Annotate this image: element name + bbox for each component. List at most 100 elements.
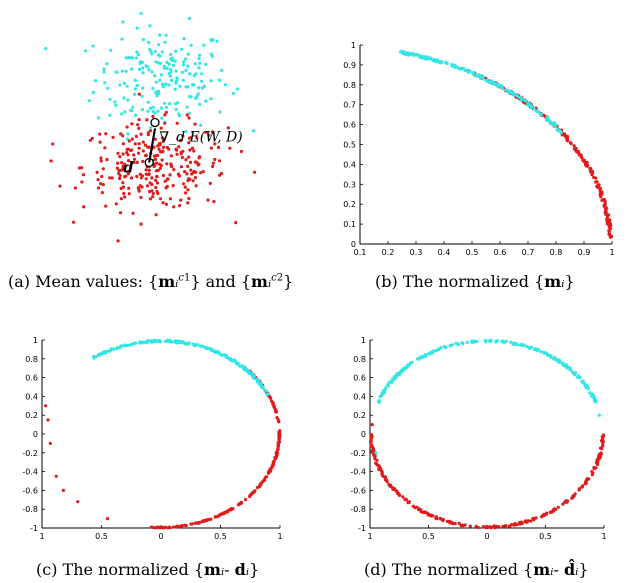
point-c2: [141, 159, 145, 163]
point-c1: [114, 103, 118, 107]
point-c2: [590, 473, 594, 477]
point-c2: [488, 525, 492, 529]
point-c1: [149, 340, 153, 344]
point-c1: [553, 122, 557, 126]
point-c2: [401, 495, 405, 499]
point-c2: [100, 174, 104, 179]
point-c1: [556, 128, 561, 132]
point-c2: [277, 432, 281, 436]
point-c2: [504, 524, 508, 528]
point-c1: [102, 67, 106, 71]
point-c2: [136, 123, 140, 127]
point-c2: [184, 523, 188, 528]
point-c1: [135, 26, 139, 30]
point-c2: [138, 184, 142, 188]
point-c1: [121, 20, 125, 24]
point-c2: [571, 494, 575, 498]
point-c2: [594, 180, 598, 184]
point-c1: [133, 92, 137, 96]
point-c2: [82, 205, 86, 209]
point-c1: [429, 57, 433, 61]
point-c2: [125, 125, 129, 129]
point-c2: [101, 167, 105, 171]
point-c1: [150, 70, 154, 74]
point-c1: [209, 38, 213, 42]
point-c1: [181, 78, 185, 82]
point-c1: [160, 82, 165, 86]
point-c2: [118, 211, 123, 215]
point-c2: [195, 161, 199, 165]
point-c1: [135, 50, 139, 54]
point-c2: [116, 151, 120, 155]
point-c1: [461, 66, 465, 70]
point-c1: [164, 33, 168, 37]
point-c1: [145, 340, 149, 345]
point-c2: [377, 467, 381, 471]
point-c1: [525, 345, 529, 349]
point-c2: [147, 168, 151, 172]
point-c2: [96, 186, 100, 190]
x-tick-label: 1: [601, 532, 606, 541]
point-c1: [559, 129, 563, 133]
point-c2: [54, 474, 58, 478]
x-tick-label: 0.5: [95, 532, 108, 541]
point-c2: [188, 148, 192, 152]
x-tick-label: 1: [277, 532, 282, 541]
point-c1: [434, 59, 438, 63]
point-c2: [178, 204, 182, 208]
point-c1: [144, 64, 148, 68]
point-c1: [105, 62, 109, 66]
point-c2: [403, 497, 407, 502]
point-c2: [277, 420, 281, 424]
x-tick-label: 0: [158, 532, 163, 541]
point-c2: [44, 404, 48, 408]
point-c1: [167, 72, 171, 76]
point-c1: [155, 94, 159, 98]
point-c2: [176, 172, 181, 176]
point-c2: [46, 418, 50, 422]
point-c2: [130, 137, 134, 141]
point-c2: [172, 205, 176, 209]
point-c2: [599, 452, 603, 456]
point-c1: [120, 69, 124, 73]
point-c2: [143, 143, 147, 147]
point-c2: [201, 170, 205, 174]
x-tick-label: 0.3: [410, 248, 423, 257]
point-c1: [171, 58, 175, 63]
point-c1: [448, 344, 452, 348]
point-c2: [120, 161, 124, 165]
y-tick-label: 0.6: [353, 374, 366, 383]
point-c1: [106, 86, 110, 90]
point-c1: [126, 132, 130, 136]
point-c1: [167, 62, 171, 66]
point-c2: [145, 118, 149, 122]
point-c2: [49, 159, 53, 163]
point-c1: [164, 82, 168, 86]
point-c1: [247, 370, 251, 375]
point-c1: [174, 107, 178, 112]
point-c1: [102, 70, 106, 74]
point-c2: [80, 180, 84, 184]
point-c1: [399, 49, 403, 53]
point-c2: [211, 161, 215, 165]
point-c2: [541, 513, 545, 518]
point-c1: [561, 361, 565, 365]
point-c2: [523, 520, 527, 524]
point-c1: [127, 56, 131, 60]
point-c2: [610, 234, 614, 239]
point-c2: [164, 186, 168, 190]
point-c2: [213, 157, 217, 161]
point-c2: [76, 500, 80, 504]
point-c2: [164, 202, 168, 206]
gradient-annotation: ∇_d E(W, D): [159, 129, 242, 145]
point-c2: [239, 149, 243, 154]
y-tick-label: 0.4: [343, 160, 356, 169]
point-c1: [153, 111, 157, 115]
point-c2: [172, 525, 176, 529]
point-c1: [134, 56, 138, 60]
point-c2: [146, 145, 150, 149]
point-c2: [166, 177, 170, 181]
panel-b-normalized-m: 0.1 0.2 0.3 0.4 0.5 0.6 0.7 0.8 0.9 100.10.20.30.…: [343, 41, 614, 257]
point-c1: [227, 357, 231, 361]
